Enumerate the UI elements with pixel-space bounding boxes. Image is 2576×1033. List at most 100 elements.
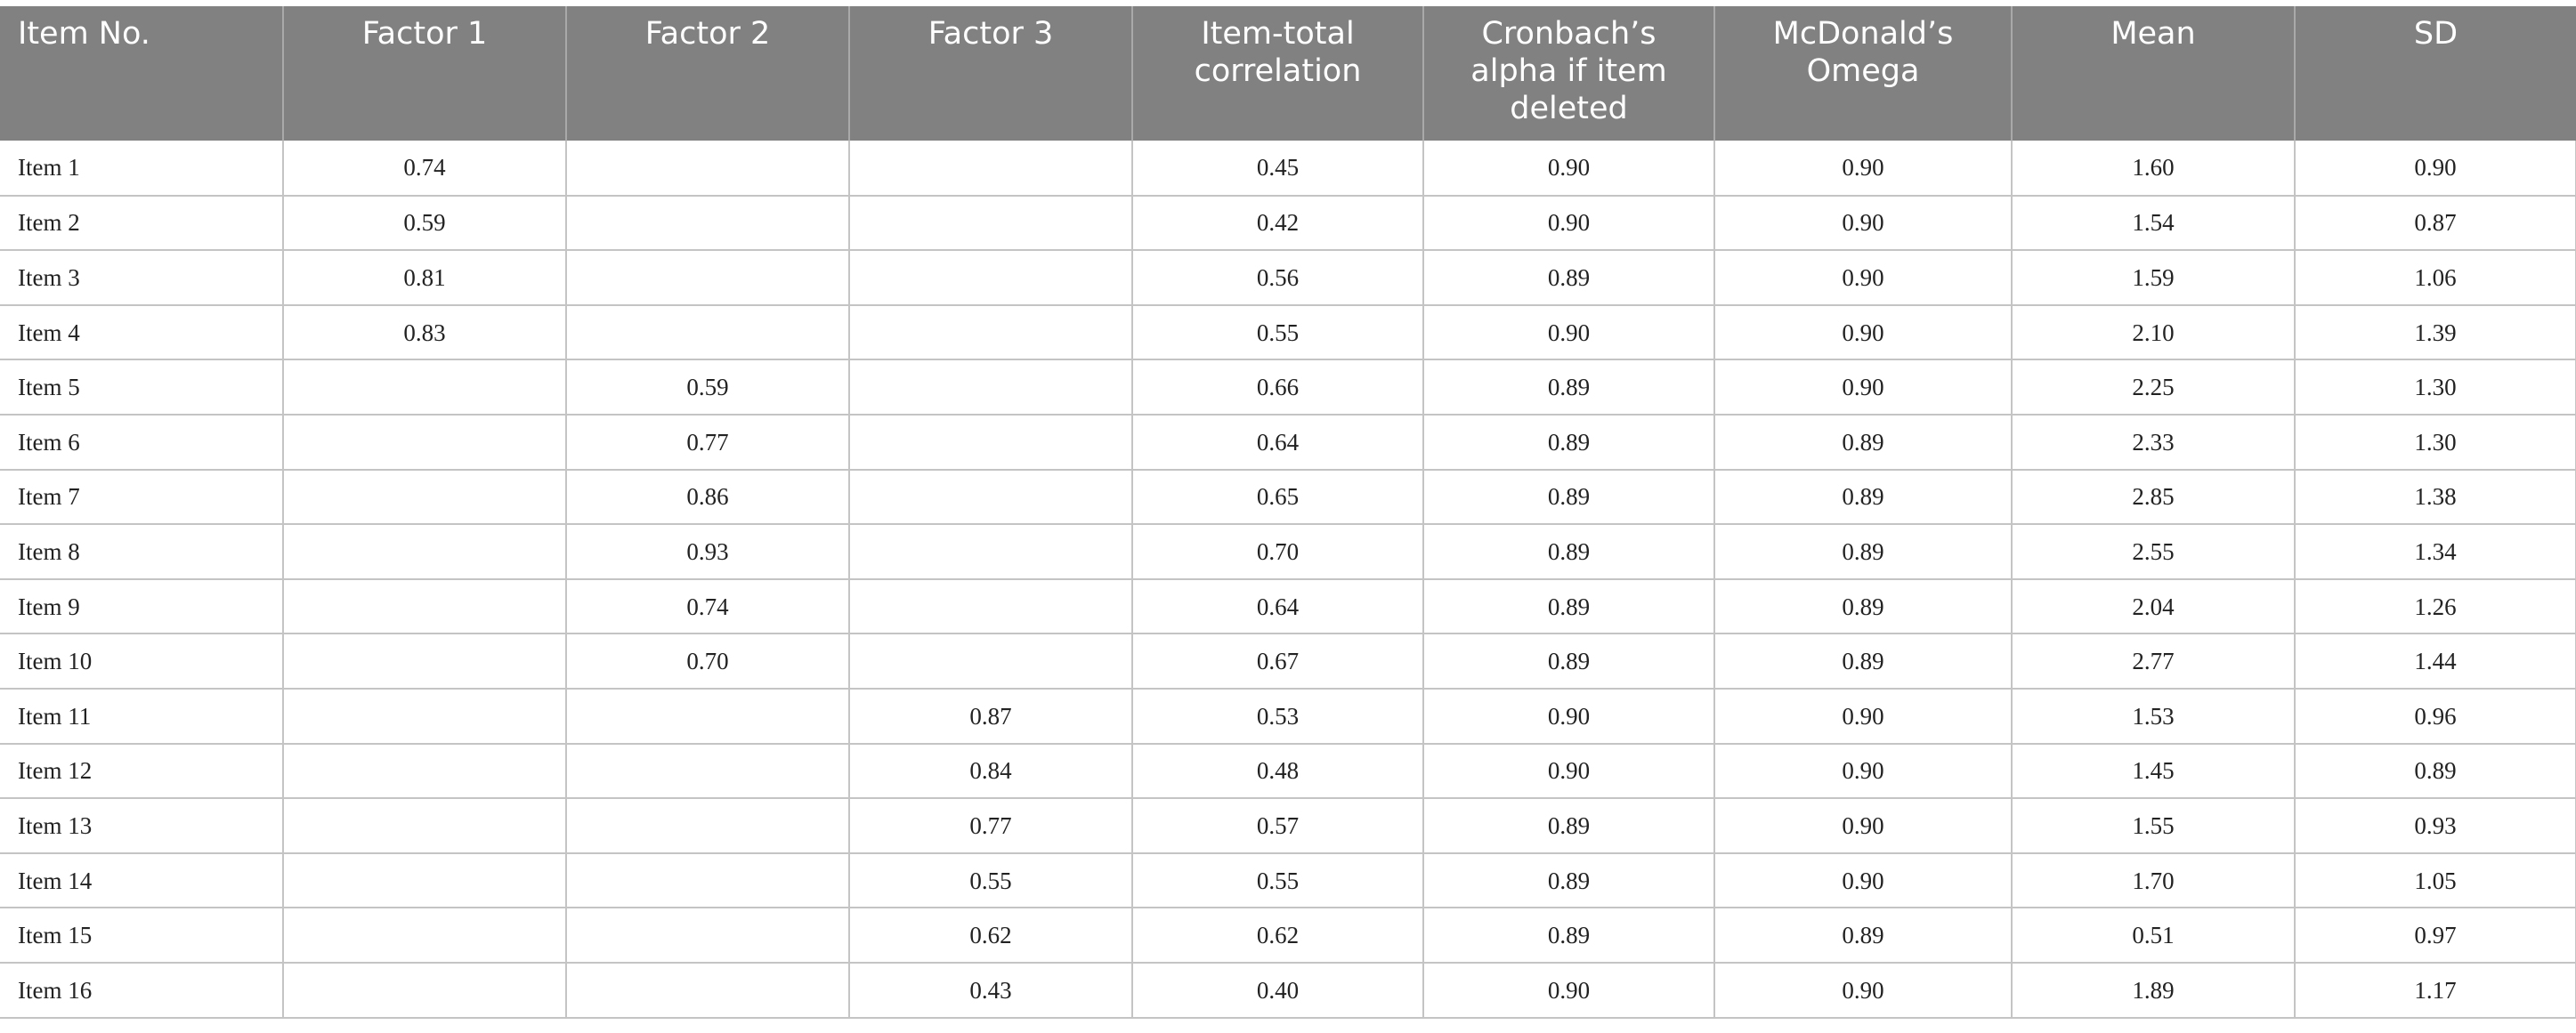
cell-sd: 1.44: [2294, 634, 2576, 690]
item-statistics-table: Item No. Factor 1 Factor 2 Factor 3 Item…: [0, 6, 2576, 1019]
cell-cronbach-alpha: 0.89: [1422, 414, 1714, 471]
cell-mean: 2.55: [2011, 524, 2295, 580]
cell-factor-1: [282, 798, 566, 854]
cell-mcdonald-omega: 0.90: [1713, 195, 2012, 252]
cell-mean: 1.55: [2011, 798, 2295, 854]
table-row: Item 1 0.74 0.45 0.90 0.90 1.60 0.90: [0, 141, 2576, 197]
cell-factor-3: [848, 524, 1132, 580]
cell-cronbach-alpha: 0.89: [1422, 578, 1714, 635]
cell-item-no: Item 13: [0, 798, 283, 854]
cell-item-no: Item 12: [0, 743, 283, 800]
cell-factor-1: [282, 578, 566, 635]
cell-cronbach-alpha: 0.89: [1422, 852, 1714, 909]
table-row: Item 9 0.74 0.64 0.89 0.89 2.04 1.26: [0, 578, 2576, 635]
cell-item-total-correlation: 0.70: [1131, 524, 1423, 580]
cell-sd: 1.17: [2294, 962, 2576, 1019]
cell-factor-3: [848, 634, 1132, 690]
cell-item-no: Item 2: [0, 195, 283, 252]
cell-factor-1: [282, 688, 566, 745]
cell-factor-2: [565, 743, 849, 800]
cell-item-no: Item 5: [0, 359, 283, 416]
cell-mean: 1.53: [2011, 688, 2295, 745]
cell-factor-2: [565, 962, 849, 1019]
cell-factor-3: 0.55: [848, 852, 1132, 909]
cell-mean: 1.70: [2011, 852, 2295, 909]
header-item-total-correlation: Item-total correlation: [1131, 6, 1423, 141]
cell-factor-3: [848, 578, 1132, 635]
cell-sd: 0.97: [2294, 908, 2576, 964]
cell-item-total-correlation: 0.64: [1131, 578, 1423, 635]
cell-item-no: Item 15: [0, 908, 283, 964]
cell-sd: 0.87: [2294, 195, 2576, 252]
cell-factor-1: [282, 634, 566, 690]
cell-cronbach-alpha: 0.89: [1422, 250, 1714, 306]
cell-sd: 1.38: [2294, 469, 2576, 526]
cell-factor-2: [565, 798, 849, 854]
cell-item-no: Item 4: [0, 304, 283, 361]
cell-item-total-correlation: 0.62: [1131, 908, 1423, 964]
cell-item-no: Item 14: [0, 852, 283, 909]
cell-factor-2: [565, 688, 849, 745]
cell-factor-3: 0.62: [848, 908, 1132, 964]
cell-factor-3: [848, 141, 1132, 197]
cell-factor-1: 0.74: [282, 141, 566, 197]
cell-factor-3: [848, 469, 1132, 526]
cell-factor-3: 0.84: [848, 743, 1132, 800]
cell-item-no: Item 11: [0, 688, 283, 745]
cell-factor-3: 0.87: [848, 688, 1132, 745]
header-factor-2: Factor 2: [565, 6, 849, 141]
cell-sd: 1.39: [2294, 304, 2576, 361]
cell-sd: 1.30: [2294, 359, 2576, 416]
cell-factor-1: 0.81: [282, 250, 566, 306]
cell-factor-2: 0.59: [565, 359, 849, 416]
cell-mcdonald-omega: 0.90: [1713, 304, 2012, 361]
table-row: Item 16 0.43 0.40 0.90 0.90 1.89 1.17: [0, 962, 2576, 1019]
table-row: Item 6 0.77 0.64 0.89 0.89 2.33 1.30: [0, 414, 2576, 471]
header-cronbach-alpha: Cronbach’s alpha if item deleted: [1422, 6, 1714, 141]
cell-factor-3: 0.77: [848, 798, 1132, 854]
cell-cronbach-alpha: 0.90: [1422, 195, 1714, 252]
data-table-container: Item No. Factor 1 Factor 2 Factor 3 Item…: [0, 6, 2576, 1019]
cell-factor-1: [282, 414, 566, 471]
table-row: Item 7 0.86 0.65 0.89 0.89 2.85 1.38: [0, 469, 2576, 526]
header-mean: Mean: [2011, 6, 2295, 141]
cell-cronbach-alpha: 0.89: [1422, 908, 1714, 964]
cell-item-total-correlation: 0.55: [1131, 304, 1423, 361]
cell-factor-1: [282, 469, 566, 526]
cell-mcdonald-omega: 0.89: [1713, 414, 2012, 471]
cell-cronbach-alpha: 0.90: [1422, 688, 1714, 745]
cell-item-no: Item 10: [0, 634, 283, 690]
table-row: Item 12 0.84 0.48 0.90 0.90 1.45 0.89: [0, 743, 2576, 800]
cell-mcdonald-omega: 0.89: [1713, 524, 2012, 580]
cell-factor-2: [565, 852, 849, 909]
cell-cronbach-alpha: 0.90: [1422, 743, 1714, 800]
cell-item-total-correlation: 0.66: [1131, 359, 1423, 416]
cell-item-total-correlation: 0.48: [1131, 743, 1423, 800]
cell-item-total-correlation: 0.65: [1131, 469, 1423, 526]
cell-item-no: Item 1: [0, 141, 283, 197]
cell-mean: 1.59: [2011, 250, 2295, 306]
header-sd: SD: [2294, 6, 2576, 141]
cell-mcdonald-omega: 0.90: [1713, 743, 2012, 800]
cell-factor-3: [848, 359, 1132, 416]
cell-mean: 2.25: [2011, 359, 2295, 416]
table-body: Item 1 0.74 0.45 0.90 0.90 1.60 0.90 Item 2 0.59…: [0, 141, 2576, 1019]
cell-factor-2: [565, 304, 849, 361]
cell-sd: 0.89: [2294, 743, 2576, 800]
cell-factor-1: [282, 962, 566, 1019]
table-row: Item 8 0.93 0.70 0.89 0.89 2.55 1.34: [0, 524, 2576, 580]
cell-cronbach-alpha: 0.90: [1422, 304, 1714, 361]
header-item-no: Item No.: [0, 6, 283, 141]
cell-item-total-correlation: 0.56: [1131, 250, 1423, 306]
cell-factor-2: 0.77: [565, 414, 849, 471]
header-factor-3: Factor 3: [848, 6, 1132, 141]
cell-mcdonald-omega: 0.90: [1713, 798, 2012, 854]
cell-mcdonald-omega: 0.89: [1713, 578, 2012, 635]
cell-sd: 1.26: [2294, 578, 2576, 635]
cell-mcdonald-omega: 0.89: [1713, 634, 2012, 690]
cell-cronbach-alpha: 0.89: [1422, 359, 1714, 416]
cell-mcdonald-omega: 0.90: [1713, 359, 2012, 416]
cell-item-total-correlation: 0.55: [1131, 852, 1423, 909]
cell-mcdonald-omega: 0.90: [1713, 688, 2012, 745]
cell-factor-1: [282, 743, 566, 800]
